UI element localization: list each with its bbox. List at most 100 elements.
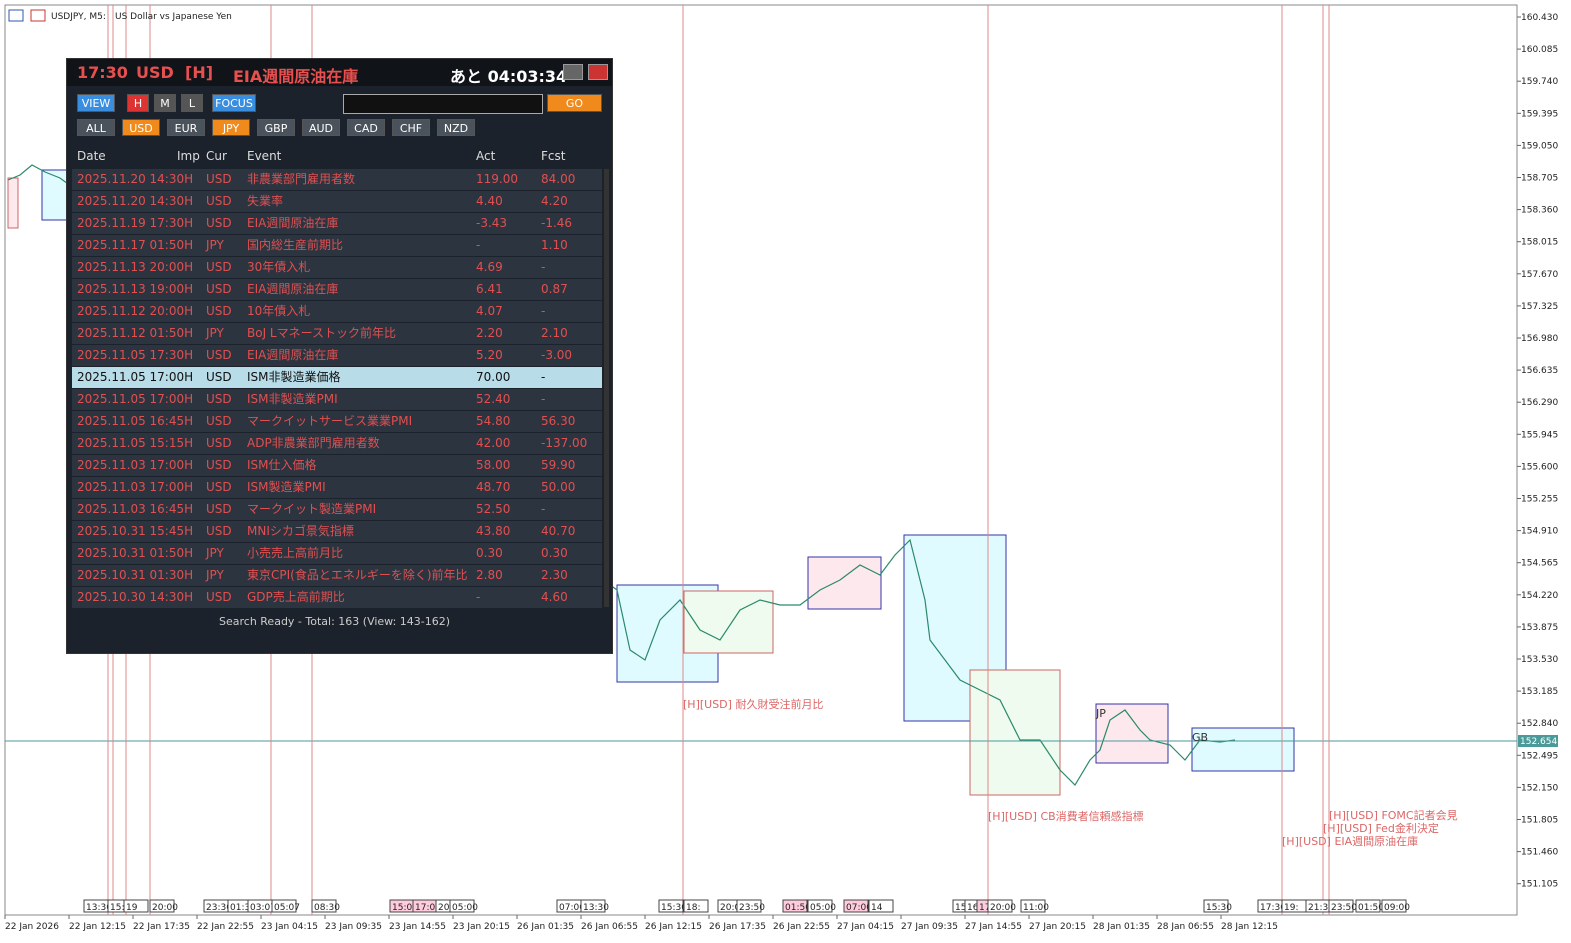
cell: 2.30 [541,568,568,582]
cell: 56.30 [541,414,576,428]
price-label: 155.945 [1521,430,1558,440]
event-marker-label: 05:07 [274,903,300,913]
event-marker-label: 19: [1284,903,1298,913]
cell: 48.70 [476,480,511,494]
price-label: 152.150 [1521,783,1558,793]
currency-button[interactable]: CAD [347,119,385,136]
cell: 2025.11.17 01:50H [77,238,194,252]
price-label: 156.290 [1521,398,1558,408]
event-row[interactable]: 2025.11.13 20:00H USD 30年債入札 4.69 - [72,257,602,278]
price-label: 155.600 [1521,462,1558,472]
cell: ISM製造業PMI [247,480,326,494]
price-label: 153.875 [1521,623,1558,633]
event-row[interactable]: 2025.11.03 16:45H USD マークイット製造業PMI 52.50 - [72,499,602,520]
minimize-button[interactable] [563,64,583,80]
filter-button[interactable]: M [154,94,176,112]
cell: 小売売上高前月比 [247,546,344,560]
event-marker [868,899,894,913]
currency-button[interactable]: JPY [212,119,250,136]
currency-button[interactable]: GBP [257,119,295,136]
event-row[interactable]: 2025.11.17 01:50H JPY 国内総生産前期比 - 1.10 [72,235,602,256]
event-row[interactable]: 2025.11.12 20:00H USD 10年債入札 4.07 - [72,301,602,322]
event-marker-label: 20:00 [152,903,178,913]
event-marker [736,899,762,913]
event-row[interactable]: 2025.11.05 17:00H USD ISM非製造業PMI 52.40 - [72,389,602,410]
cell: USD [206,524,232,538]
cell: 2.10 [541,326,568,340]
close-button[interactable] [588,64,608,80]
status: Search Ready - Total: 163 (View: 143-162… [219,615,451,628]
event-marker-label: 17:00 [415,903,441,913]
filter-button[interactable]: L [181,94,203,112]
cell: - [541,370,546,384]
currency-button[interactable]: NZD [437,119,475,136]
event-marker-label: 07:00 [846,903,872,913]
event-row[interactable]: 2025.11.03 17:00H USD ISM仕入価格 58.00 59.90 [72,455,602,476]
price-label: 155.255 [1521,495,1558,505]
event-row[interactable]: 2025.11.20 14:30H USD 失業率 4.40 4.20 [72,191,602,212]
cell: 2025.11.03 17:00H [77,458,194,472]
currency-button[interactable]: CHF [392,119,430,136]
currency-button[interactable]: EUR [167,119,205,136]
time-label: 28 Jan 06:55 [1157,922,1214,932]
event-row[interactable]: 2025.10.31 01:30H JPY 東京CPI(食品とエネルギーを除く)前年… [72,565,602,586]
search-input[interactable] [343,94,543,114]
event-marker [1203,899,1229,913]
price-label: 153.185 [1521,687,1558,697]
event-marker-label: 14 [871,903,883,913]
event-row[interactable]: 2025.11.05 16:45H USD マークイットサービス業業PMI 54.80… [72,411,602,432]
event-marker-label: 23:50 [1331,903,1357,913]
cell: 2025.11.13 19:00H [77,282,194,296]
icon [30,9,46,22]
scrollbar[interactable] [604,169,609,607]
calendar-panel: 17:30 USD [H] EIA週間原油在庫 あと 04:03:34 VIEW H M L FO… [66,58,613,654]
event-row[interactable]: 2025.10.31 15:45H USD MNIシカゴ景気指標 43.80 40.70 [72,521,602,542]
event-marker-label: 05:00 [452,903,478,913]
currency-button[interactable]: ALL [77,119,115,136]
time-label: 22 Jan 22:55 [197,922,254,932]
event-row[interactable]: 2025.11.05 15:15H USD ADP非農業部門雇用者数 42.00 -13… [72,433,602,454]
filter-button[interactable]: VIEW [77,94,115,112]
cell: -1.46 [541,216,573,230]
currency-button[interactable]: AUD [302,119,340,136]
event-row[interactable]: 2025.11.12 01:50H JPY BoJ Lマネーストック前年比 2.20 2… [72,323,602,344]
event-marker-label: 09:00 [1384,903,1410,913]
annotation: [H][USD] Fed金利決定 [1323,821,1439,835]
filter-button[interactable]: H [127,94,149,112]
event-row[interactable]: 2025.10.30 14:30H USD GDP売上高前期比 - 4.60 [72,587,602,608]
cell: 国内総生産前期比 [247,238,344,252]
cell: 2025.10.30 14:30H [77,590,194,604]
price-label: 151.105 [1521,880,1558,890]
go-button[interactable]: GO [547,94,602,112]
cell: 2025.11.03 17:00H [77,480,194,494]
price-label: 151.805 [1521,816,1558,826]
currency-button[interactable]: USD [122,119,160,136]
event-row[interactable]: 2025.11.05 17:30H USD EIA週間原油在庫 5.20 -3.00 [72,345,602,366]
event-row[interactable]: 2025.11.13 19:00H USD EIA週間原油在庫 6.41 0.87 [72,279,602,300]
event-marker [1381,899,1407,913]
cell: 東京CPI(食品とエネルギーを除く)前年比 [247,568,468,582]
time-label: 22 Jan 2026 [5,922,59,932]
event-row[interactable]: 2025.11.20 14:30H USD 非農業部門雇用者数 119.00 84.00 [72,169,602,190]
cell: 2025.11.05 17:00H [77,392,194,406]
event-marker-label: 17:30 [1260,903,1286,913]
event-row[interactable]: 2025.11.05 17:00H USD ISM非製造業価格 70.00 - [72,367,602,388]
cell: 40.70 [541,524,576,538]
current-price: 152.654 [1520,737,1557,747]
event-marker [149,899,175,913]
session-boxes [7,169,1295,796]
event-row[interactable]: 2025.10.31 01:50H JPY 小売売上高前月比 0.30 0.30 [72,543,602,564]
cell: - [541,502,546,516]
price-label: 159.050 [1521,141,1558,151]
cell: - [541,392,546,406]
event-row[interactable]: 2025.11.03 17:00H USD ISM製造業PMI 48.70 50.00 [72,477,602,498]
event-marker [658,899,684,913]
title-importance: [H] [185,63,214,82]
filter-button[interactable]: FOCUS [212,94,256,112]
column-header: Cur [206,149,227,163]
event-row[interactable]: 2025.11.19 17:30H USD EIA週間原油在庫 -3.43 -1.46 [72,213,602,234]
cell: USD [206,590,232,604]
cell: 2025.11.12 20:00H [77,304,194,318]
event-marker-label: 01:3 [230,903,250,913]
title-currency: USD [136,63,174,82]
